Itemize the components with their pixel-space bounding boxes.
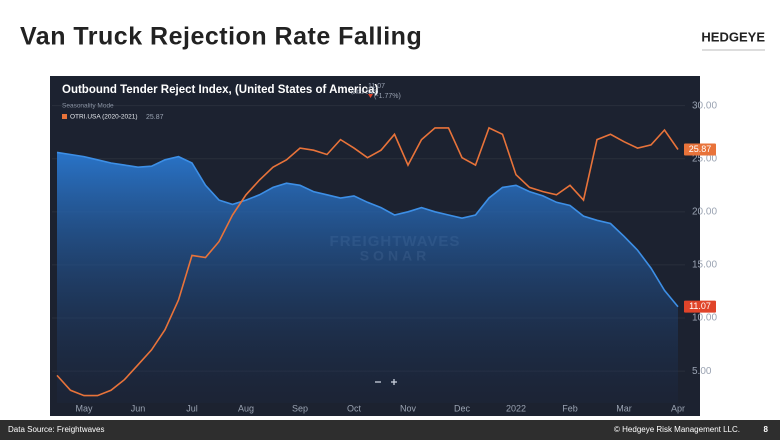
- y-tick-label: 10.00: [692, 313, 717, 324]
- end-value-label: 25.87: [689, 144, 712, 154]
- y-tick-label: 25.00: [692, 153, 717, 164]
- y-tick-label: 20.00: [692, 206, 717, 217]
- series-line: [56, 126, 679, 397]
- series-name: (2021-2022): [351, 89, 379, 95]
- x-tick-label: May: [75, 403, 93, 413]
- x-tick-label: Jul: [186, 403, 198, 413]
- change-label: (-1.77%): [374, 93, 401, 100]
- plot: 5.0010.0015.0020.0025.0030.00FREIGHTWAVE…: [52, 83, 717, 413]
- x-tick-label: Jun: [131, 403, 146, 413]
- x-tick-label: Nov: [400, 403, 417, 413]
- end-value-badge: [684, 143, 716, 156]
- x-tick-label: Aug: [238, 403, 254, 413]
- footer-bar: [0, 420, 780, 440]
- footer-copyright: © Hedgeye Risk Management LLC.: [614, 425, 740, 434]
- chart-title: Outbound Tender Reject Index, (United St…: [62, 84, 378, 96]
- x-tick-label: Sep: [292, 403, 308, 413]
- slide-title: Van Truck Rejection Rate Falling: [20, 23, 422, 51]
- current-value: 11.07: [368, 83, 385, 90]
- legend-value: 25.87: [146, 114, 164, 121]
- end-value-badge: [684, 300, 716, 313]
- legend-label: OTRI.USA (2020-2021): [70, 114, 138, 121]
- series-line: [56, 151, 679, 308]
- x-tick-label: Oct: [347, 403, 362, 413]
- x-tick-label: Dec: [454, 403, 471, 413]
- x-tick-label: Apr: [671, 403, 685, 413]
- y-tick-label: 15.00: [692, 260, 717, 271]
- end-value-label: 11.07: [689, 301, 711, 311]
- x-tick-label: 2022: [506, 403, 526, 413]
- footer-source: Data Source: Freightwaves: [8, 425, 105, 434]
- logo: HEDGEYE: [701, 29, 765, 44]
- y-tick-label: 5.00: [692, 366, 712, 377]
- series-area: [57, 152, 678, 403]
- change-arrow: [368, 94, 373, 98]
- x-tick-label: Mar: [616, 403, 632, 413]
- legend-subtitle: Seasonality Mode: [62, 103, 114, 110]
- y-tick-label: 30.00: [692, 100, 717, 111]
- x-tick-label: Feb: [562, 403, 578, 413]
- legend-swatch: [62, 114, 67, 119]
- page-number: 8: [764, 425, 769, 434]
